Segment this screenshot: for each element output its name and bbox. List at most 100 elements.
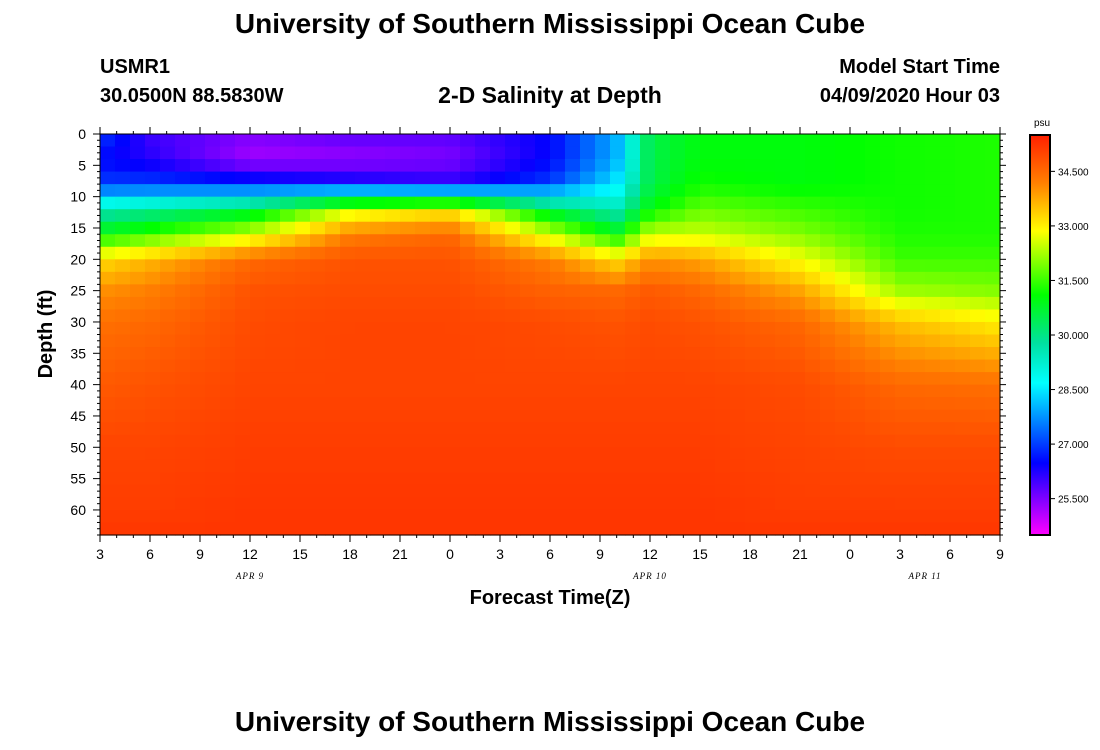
heatmap-cell xyxy=(385,434,401,448)
heatmap-cell xyxy=(280,259,296,273)
heatmap-cell xyxy=(865,221,881,235)
heatmap-cell xyxy=(595,309,611,323)
heatmap-cell xyxy=(640,221,656,235)
heatmap-cell xyxy=(295,134,311,148)
heatmap-cell xyxy=(490,134,506,148)
heatmap-cell xyxy=(790,384,806,398)
heatmap-cell xyxy=(805,234,821,248)
heatmap-cell xyxy=(340,359,356,373)
heatmap-cell xyxy=(175,196,191,210)
heatmap-cell xyxy=(280,447,296,461)
heatmap-cell xyxy=(475,409,491,423)
heatmap-cell xyxy=(745,334,761,348)
heatmap-cell xyxy=(820,146,836,160)
heatmap-cell xyxy=(685,484,701,499)
heatmap-cell xyxy=(670,159,686,173)
heatmap-cell xyxy=(985,134,1001,148)
heatmap-cell xyxy=(610,484,626,499)
heatmap-cell xyxy=(475,146,491,160)
heatmap-cell xyxy=(910,209,926,223)
heatmap-cell xyxy=(625,497,641,511)
heatmap-cell xyxy=(520,459,536,473)
heatmap-cell xyxy=(115,134,131,148)
heatmap-cell xyxy=(115,309,131,323)
heatmap-cell xyxy=(925,384,941,398)
heatmap-cell xyxy=(130,509,146,524)
heatmap-cell xyxy=(985,321,1001,336)
heatmap-cell xyxy=(250,234,266,248)
heatmap-cell xyxy=(880,146,896,160)
heatmap-cell xyxy=(505,359,521,373)
heatmap-cell xyxy=(715,184,731,198)
heatmap-cell xyxy=(805,422,821,436)
colorbar-tick-label: 31.500 xyxy=(1058,276,1089,287)
heatmap-cell xyxy=(370,347,386,361)
heatmap-cell xyxy=(160,246,176,260)
heatmap-cell xyxy=(505,171,521,185)
heatmap-cell xyxy=(355,296,371,311)
heatmap-cell xyxy=(475,422,491,436)
heatmap-cell xyxy=(655,184,671,198)
heatmap-cell xyxy=(250,509,266,524)
heatmap-cell xyxy=(985,234,1001,248)
heatmap-cell xyxy=(490,397,506,411)
heatmap-cell xyxy=(505,509,521,524)
heatmap-cell xyxy=(820,384,836,398)
heatmap-cell xyxy=(550,347,566,361)
heatmap-cell xyxy=(445,372,461,386)
heatmap-cell xyxy=(565,334,581,348)
heatmap-cell xyxy=(535,484,551,499)
heatmap-cell xyxy=(955,397,971,411)
heatmap-cell xyxy=(370,497,386,511)
heatmap-cell xyxy=(205,296,221,311)
heatmap-cell xyxy=(940,334,956,348)
heatmap-cell xyxy=(985,334,1001,348)
heatmap-cell xyxy=(895,447,911,461)
heatmap-cell xyxy=(955,221,971,235)
heatmap-cell xyxy=(715,171,731,185)
heatmap-cell xyxy=(955,497,971,511)
heatmap-cell xyxy=(490,271,506,285)
heatmap-cell xyxy=(250,209,266,223)
heatmap-cell xyxy=(445,296,461,311)
heatmap-cell xyxy=(760,422,776,436)
heatmap-cell xyxy=(910,484,926,499)
heatmap-cell xyxy=(130,296,146,311)
heatmap-cell xyxy=(640,209,656,223)
heatmap-cell xyxy=(400,522,416,536)
heatmap-cell xyxy=(610,497,626,511)
heatmap-cell xyxy=(130,259,146,273)
heatmap-cell xyxy=(655,334,671,348)
x-tick-label: 9 xyxy=(996,546,1004,562)
heatmap-cell xyxy=(760,497,776,511)
heatmap-cell xyxy=(445,484,461,499)
heatmap-cell xyxy=(835,159,851,173)
heatmap-cell xyxy=(325,522,341,536)
heatmap-cell xyxy=(640,146,656,160)
heatmap-cell xyxy=(595,422,611,436)
heatmap-cell xyxy=(790,309,806,323)
heatmap-cell xyxy=(955,484,971,499)
heatmap-cell xyxy=(295,409,311,423)
heatmap-cell xyxy=(385,259,401,273)
heatmap-cell xyxy=(985,509,1001,524)
heatmap-cell xyxy=(460,184,476,198)
heatmap-cell xyxy=(475,171,491,185)
heatmap-cell xyxy=(535,296,551,311)
heatmap-cell xyxy=(355,484,371,499)
heatmap-cell xyxy=(205,334,221,348)
heatmap-cell xyxy=(280,296,296,311)
heatmap-cell xyxy=(865,459,881,473)
heatmap-cell xyxy=(250,284,266,298)
heatmap-cell xyxy=(160,447,176,461)
heatmap-cell xyxy=(310,259,326,273)
heatmap-cell xyxy=(265,459,281,473)
heatmap-cell xyxy=(355,522,371,536)
heatmap-cell xyxy=(175,184,191,198)
heatmap-cell xyxy=(865,259,881,273)
heatmap-cell xyxy=(265,397,281,411)
heatmap-cell xyxy=(565,184,581,198)
heatmap-cell xyxy=(400,146,416,160)
heatmap-cell xyxy=(130,321,146,336)
heatmap-cell xyxy=(415,347,431,361)
